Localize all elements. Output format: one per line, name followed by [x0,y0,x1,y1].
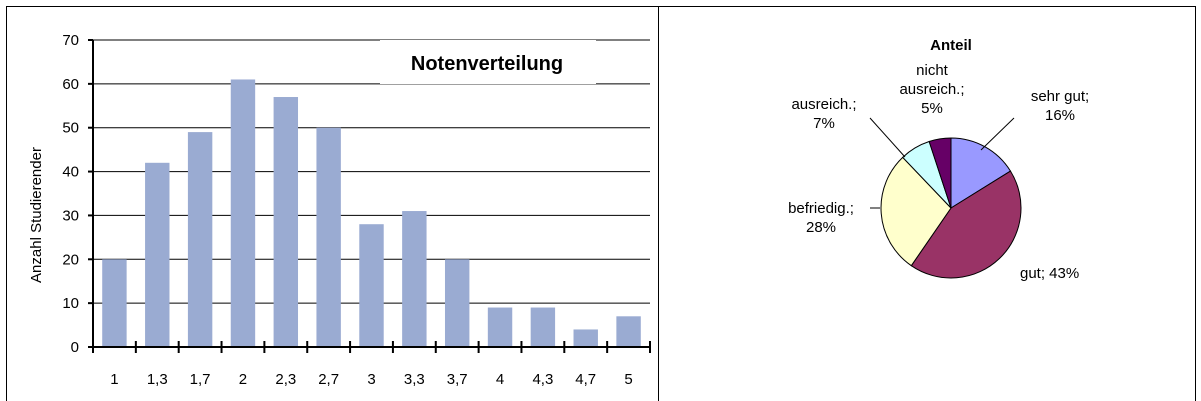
pie-chart-slices [880,137,1022,279]
x-tick-label: 2,7 [318,371,339,388]
bar [187,132,213,347]
pie-chart-leader-lines [869,117,1015,209]
x-tick-label: 4,3 [532,371,553,388]
bar [273,97,299,347]
x-tick-label: 3,7 [447,371,468,388]
bar [573,329,598,347]
x-tick-label: 1,3 [147,371,168,388]
pie-slice-label: ausreich.; 7% [791,96,856,132]
pie-slice-label: befriedig.; 28% [788,200,854,236]
pie-slice [880,156,952,267]
x-tick-label: 3,3 [404,371,425,388]
x-tick-label: 3 [367,371,375,388]
bar [402,211,427,347]
bar [316,127,341,347]
pie-leader-line [980,117,1015,151]
pie-slice [910,170,1022,279]
y-tick-label: 50 [62,120,79,137]
x-tick-label: 2 [239,371,247,388]
pie-slice-label: nicht ausreich.; 5% [899,62,964,117]
pie-slice-label: sehr gut; 16% [1031,88,1089,124]
y-tick-label: 10 [62,295,79,312]
bar-chart-bars [102,79,641,347]
bar-chart-axes [88,39,651,353]
bar-chart-y-axis-label: Anzahl Studierender [28,147,45,283]
pie-chart: Anteil sehr gut; 16% gut; 43% befriedig.; 28… [788,37,1089,282]
x-tick-label: 5 [624,371,632,388]
bar [616,316,641,347]
x-tick-label: 4,7 [575,371,596,388]
bar [230,79,256,347]
y-tick-label: 20 [62,251,79,268]
bar-chart: 0 10 20 30 40 50 60 70 1 1,3 1,7 2 2,3 2,7 3 3,3 3,7 4 4,… [28,32,651,388]
bar [444,259,470,347]
y-tick-label: 30 [62,207,79,224]
x-tick-label: 2,3 [275,371,296,388]
x-tick-label: 4 [496,371,504,388]
x-tick-label: 1 [110,371,118,388]
y-tick-label: 0 [71,339,79,356]
bar-chart-title: Notenverteilung [411,53,563,75]
bar-chart-title-background [380,40,596,84]
bar [102,259,127,347]
bar [359,224,384,347]
bar-chart-y-tick-labels: 0 10 20 30 40 50 60 70 [62,32,79,356]
bar [145,162,170,347]
pie-chart-title: Anteil [930,37,972,54]
x-tick-label: 1,7 [190,371,211,388]
y-tick-label: 70 [62,32,79,49]
y-tick-label: 40 [62,164,79,181]
pie-chart-labels: sehr gut; 16% gut; 43% befriedig.; 28% ausrei… [788,62,1089,282]
pie-slice [950,137,1012,209]
bar [487,307,513,347]
y-tick-label: 60 [62,76,79,93]
pie-leader-line [869,117,906,158]
pie-slice [928,137,952,209]
pie-slice-label: gut; 43% [1020,265,1079,282]
bar [530,307,556,347]
bar-chart-x-tick-labels: 1 1,3 1,7 2 2,3 2,7 3 3,3 3,7 4 4,3 4,7 5 [110,371,632,388]
